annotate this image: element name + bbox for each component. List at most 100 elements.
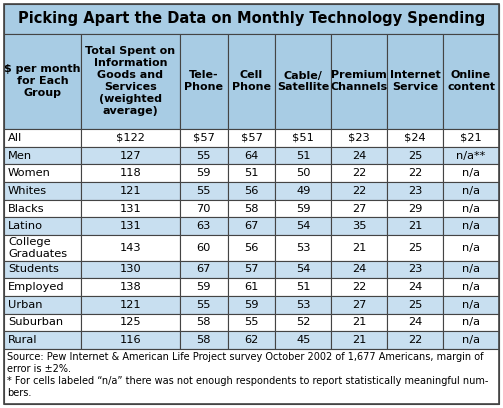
Text: Employed: Employed — [8, 282, 64, 292]
Bar — [4, 278, 81, 296]
Text: 21: 21 — [352, 317, 367, 328]
Text: Suburban: Suburban — [8, 317, 63, 328]
Text: Source: Pew Internet & American Life Project survey October 2002 of 1,677 Americ: Source: Pew Internet & American Life Pro… — [7, 352, 488, 398]
Bar — [387, 314, 443, 331]
Text: 51: 51 — [296, 151, 311, 160]
Bar — [443, 129, 499, 146]
Text: Rural: Rural — [8, 335, 38, 345]
Text: 55: 55 — [196, 151, 211, 160]
Bar — [387, 200, 443, 217]
Bar — [387, 34, 443, 129]
Bar — [4, 182, 81, 200]
Text: 63: 63 — [196, 221, 211, 231]
Text: 23: 23 — [408, 186, 423, 196]
Bar — [331, 278, 387, 296]
Text: Total Spent on
Information
Goods and
Services
(weighted
average): Total Spent on Information Goods and Ser… — [86, 47, 176, 117]
Bar — [387, 261, 443, 278]
Bar — [4, 200, 81, 217]
Bar — [276, 182, 331, 200]
Text: Cell
Phone: Cell Phone — [232, 71, 271, 93]
Text: n/a: n/a — [462, 243, 480, 253]
Bar — [4, 314, 81, 331]
Text: 49: 49 — [296, 186, 310, 196]
Bar — [443, 182, 499, 200]
Text: 22: 22 — [352, 168, 366, 178]
Bar — [180, 278, 227, 296]
Bar — [331, 331, 387, 349]
Bar — [81, 200, 180, 217]
Text: 61: 61 — [244, 282, 259, 292]
Bar — [331, 200, 387, 217]
Text: n/a: n/a — [462, 168, 480, 178]
Text: 67: 67 — [196, 264, 211, 275]
Text: 62: 62 — [244, 335, 259, 345]
Text: 24: 24 — [408, 317, 423, 328]
Text: n/a**: n/a** — [456, 151, 486, 160]
Text: n/a: n/a — [462, 186, 480, 196]
Bar — [443, 278, 499, 296]
Bar — [81, 314, 180, 331]
Text: 22: 22 — [352, 186, 366, 196]
Text: 55: 55 — [244, 317, 259, 328]
Text: Picking Apart the Data on Monthly Technology Spending: Picking Apart the Data on Monthly Techno… — [18, 11, 485, 27]
Text: 54: 54 — [296, 264, 310, 275]
Bar — [227, 261, 276, 278]
Bar — [443, 331, 499, 349]
Text: n/a: n/a — [462, 264, 480, 275]
Text: Online
content: Online content — [447, 71, 495, 93]
Text: 51: 51 — [244, 168, 259, 178]
Text: $24: $24 — [404, 133, 426, 143]
Text: 25: 25 — [408, 243, 423, 253]
Text: 127: 127 — [120, 151, 141, 160]
Bar — [227, 278, 276, 296]
Text: 52: 52 — [296, 317, 310, 328]
Bar — [387, 296, 443, 314]
Bar — [227, 164, 276, 182]
Bar — [227, 235, 276, 261]
Bar — [180, 235, 227, 261]
Text: $51: $51 — [292, 133, 314, 143]
Text: College
Graduates: College Graduates — [8, 237, 67, 259]
Text: Women: Women — [8, 168, 51, 178]
Bar — [331, 164, 387, 182]
Bar — [443, 235, 499, 261]
Bar — [180, 164, 227, 182]
Bar — [227, 296, 276, 314]
Text: $122: $122 — [116, 133, 145, 143]
Bar — [331, 146, 387, 164]
Text: 53: 53 — [296, 243, 311, 253]
Bar — [81, 331, 180, 349]
Bar — [81, 278, 180, 296]
Text: 55: 55 — [196, 300, 211, 310]
Text: 53: 53 — [296, 300, 311, 310]
Bar — [180, 331, 227, 349]
Text: 143: 143 — [120, 243, 141, 253]
Text: Students: Students — [8, 264, 59, 275]
Text: 58: 58 — [196, 317, 211, 328]
Bar — [81, 129, 180, 146]
Bar — [387, 217, 443, 235]
Bar — [4, 129, 81, 146]
Text: 21: 21 — [352, 243, 367, 253]
Bar — [81, 296, 180, 314]
Text: 24: 24 — [352, 264, 366, 275]
Text: 56: 56 — [244, 243, 259, 253]
Bar — [331, 182, 387, 200]
Text: 29: 29 — [408, 204, 423, 213]
Text: 51: 51 — [296, 282, 311, 292]
Text: 60: 60 — [196, 243, 211, 253]
Bar — [180, 217, 227, 235]
Bar — [4, 34, 81, 129]
Text: 54: 54 — [296, 221, 310, 231]
Bar — [227, 331, 276, 349]
Bar — [387, 164, 443, 182]
Text: n/a: n/a — [462, 204, 480, 213]
Text: 22: 22 — [408, 168, 423, 178]
Text: Men: Men — [8, 151, 32, 160]
Text: 23: 23 — [408, 264, 423, 275]
Bar — [276, 164, 331, 182]
Bar — [180, 34, 227, 129]
Text: 22: 22 — [352, 282, 366, 292]
Bar — [387, 129, 443, 146]
Bar — [4, 4, 499, 34]
